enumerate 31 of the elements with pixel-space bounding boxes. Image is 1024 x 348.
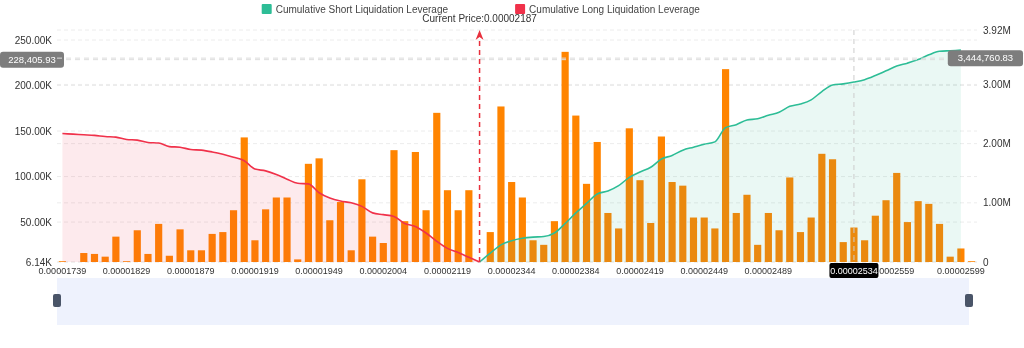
x-tick-label: 0.00002344 — [487, 266, 536, 276]
x-tick-label: 0.00002004 — [359, 266, 408, 276]
x-tick-label: 0.00002489 — [744, 266, 793, 276]
x-tick-label: 0.00002419 — [616, 266, 664, 276]
y-tick-label: 50.00K — [20, 216, 53, 228]
legend-label: Cumulative Long Liquidation Leverage — [529, 3, 701, 15]
x-tick-label: 0.00001919 — [231, 266, 279, 276]
y-tick-label: 100.00K — [14, 171, 53, 183]
y2-tick-label: 3.92M — [983, 24, 1011, 36]
x-tick-label: 0002559 — [879, 266, 915, 276]
y-tick-label: 150.00K — [14, 125, 53, 137]
x-tick-label: 0.00002119 — [424, 266, 471, 276]
y2-tick-label: 2.00M — [983, 138, 1011, 150]
y-tick-label: 200.00K — [14, 80, 53, 92]
y2-tick-label: 1.00M — [983, 197, 1011, 209]
ref-line-label: 228,405.93 — [8, 54, 56, 65]
x-tick-label: 0.00002384 — [552, 266, 600, 276]
text: Current Price:0.00002187 — [422, 13, 538, 24]
y-tick-label: 6.14K — [25, 256, 53, 268]
y2-tick-label: 0 — [983, 256, 989, 268]
x-tick-label: 0.00002534 — [830, 266, 878, 276]
x-tick-label: 0.00001879 — [166, 266, 215, 276]
x-tick-label: 0.00001949 — [295, 266, 343, 276]
y2-tick-label: 3.00M — [983, 78, 1011, 90]
y-tick-label: 250.00K — [14, 34, 53, 46]
x-tick-label: 0.00002449 — [680, 266, 728, 276]
legend-label: Cumulative Short Liquidation Leverage — [275, 3, 449, 15]
x-tick-label: 0.00001739 — [38, 266, 87, 276]
x-tick-label: 0.00002599 — [937, 266, 985, 276]
ref-line-label: 3,444,760.83 — [957, 52, 1014, 64]
x-tick-label: 0.00001829 — [102, 266, 151, 276]
